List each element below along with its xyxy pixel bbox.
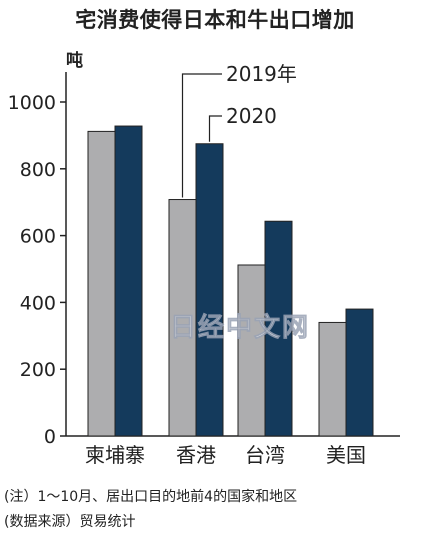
bar-台湾-2020	[264, 220, 293, 437]
y-tick-label: 1000	[8, 92, 56, 114]
bar-美国-2020	[345, 308, 374, 437]
legend-leader-line	[181, 73, 222, 198]
chart-title: 宅消费使得日本和牛出口增加	[75, 8, 355, 32]
x-axis-labels: 柬埔寨 香港 台湾 美国	[85, 443, 366, 467]
y-axis-unit-label: 吨	[66, 50, 83, 71]
bar-柬埔寨-2020	[114, 125, 143, 437]
legend-leader-line	[208, 115, 222, 142]
legend-label: 2019年	[226, 62, 297, 86]
bar-美国-2019年	[318, 321, 347, 437]
footnote: (注）1～10月、居出口目的地前4的国家和地区	[4, 489, 298, 505]
bar-香港-2020	[195, 143, 224, 437]
x-tick-label: 美国	[326, 443, 366, 467]
y-tick-label: 400	[20, 292, 56, 314]
x-tick-label: 台湾	[245, 443, 285, 467]
data-source-note: (数据来源）贸易统计	[4, 514, 136, 530]
y-axis: 0 200 400 600 800 1000	[8, 72, 400, 448]
bar-台湾-2019年	[237, 264, 266, 437]
y-tick-label: 800	[20, 159, 56, 181]
legend-callouts: 2019年 2020	[181, 62, 297, 198]
x-tick-label: 香港	[176, 443, 216, 467]
y-tick-label: 0	[44, 426, 56, 448]
watermark-text: 日经中文网	[170, 312, 310, 343]
y-tick-label: 600	[20, 226, 56, 248]
y-tick-label: 200	[20, 359, 56, 381]
bars	[87, 125, 374, 437]
legend-label: 2020	[226, 104, 277, 128]
x-tick-label: 柬埔寨	[85, 443, 145, 467]
bar-柬埔寨-2019年	[87, 130, 116, 437]
